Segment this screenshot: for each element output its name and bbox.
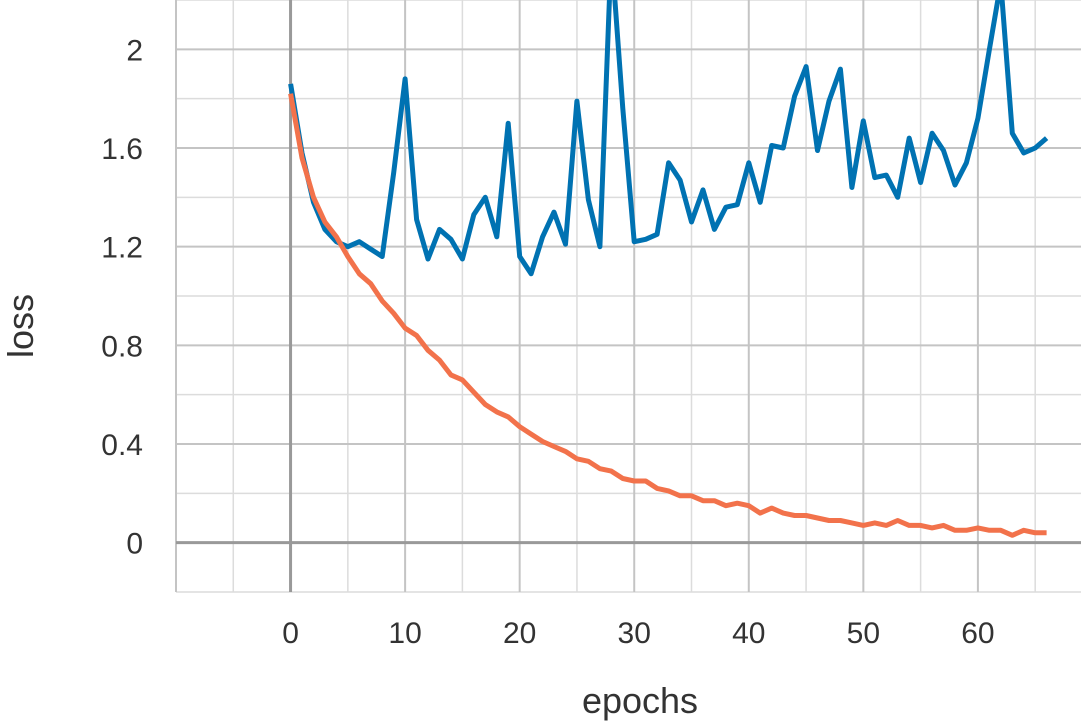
y-tick-label: 0.8 [101,330,143,363]
x-tick-label: 0 [282,617,299,650]
y-axis-label: loss [0,294,41,358]
y-tick-label: 1.2 [101,232,143,265]
y-tick-label: 1.6 [101,133,143,166]
y-tick-label: 0.4 [101,429,143,462]
x-tick-label: 50 [847,617,880,650]
y-tick-label: 0 [126,528,143,561]
x-tick-label: 10 [388,617,421,650]
x-tick-labels: 0 10 20 30 40 50 60 [282,617,994,650]
x-tick-label: 60 [961,617,994,650]
x-tick-label: 40 [732,617,765,650]
x-axis-label: epochs [582,680,698,721]
series-layer [288,0,1049,538]
minor-grid [176,0,1081,593]
series-line-2 [288,93,1047,538]
x-tick-label: 30 [618,617,651,650]
y-tick-labels: 0 0.4 0.8 1.2 1.6 2 [101,34,143,560]
series-line-1 [288,0,1049,277]
x-tick-label: 20 [503,617,536,650]
y-tick-label: 2 [126,34,143,67]
